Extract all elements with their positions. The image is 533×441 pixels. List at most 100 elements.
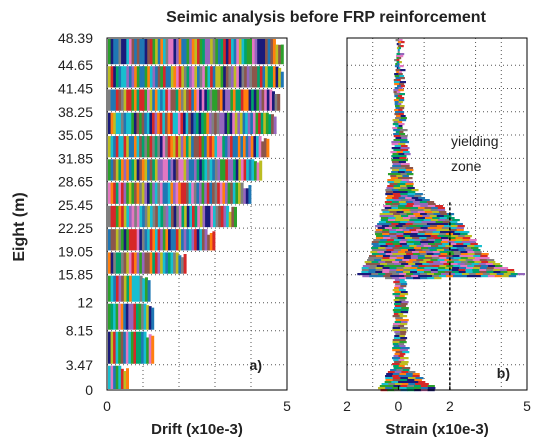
drift-bar-stripe xyxy=(141,303,145,330)
strain-stripe xyxy=(393,345,400,348)
drift-bar-stripe xyxy=(118,205,122,228)
drift-bar-stripe xyxy=(110,182,114,204)
drift-bar-stripe xyxy=(263,112,267,135)
drift-bar-stripe xyxy=(110,365,114,389)
strain-stripe xyxy=(409,259,417,262)
strain-stripe xyxy=(503,273,512,276)
strain-stripe xyxy=(461,273,470,276)
strain-stripe xyxy=(466,275,475,278)
drift-bar-stripe xyxy=(123,371,127,389)
strain-stripe xyxy=(435,243,443,246)
drift-bar-stripe xyxy=(242,112,246,135)
drift-bar-stripe xyxy=(199,205,203,228)
strain-stripe xyxy=(410,271,418,274)
drift-bar-stripe xyxy=(176,205,180,228)
drift-bar-stripe xyxy=(118,365,122,389)
drift-bar-stripe xyxy=(121,229,125,251)
strain-stripe xyxy=(391,201,400,204)
strain-stripe xyxy=(387,173,395,176)
strain-stripe xyxy=(449,229,458,232)
drift-bar-stripe xyxy=(216,112,220,135)
strain-stripe xyxy=(401,263,409,266)
strain-stripe xyxy=(418,197,426,200)
drift-bar-stripe xyxy=(194,205,198,228)
strain-stripe xyxy=(391,223,399,226)
strain-stripe xyxy=(460,251,468,254)
strain-stripe xyxy=(392,341,400,344)
strain-stripe xyxy=(389,255,398,258)
strain-stripe xyxy=(389,257,398,260)
strain-stripe xyxy=(436,229,444,232)
strain-stripe xyxy=(400,283,408,286)
strain-stripe xyxy=(414,221,422,224)
drift-bar-stripe xyxy=(211,136,215,158)
drift-bar-stripe xyxy=(199,66,203,88)
strain-stripe xyxy=(400,303,408,306)
strain-stripe xyxy=(429,249,438,252)
strain-stripe xyxy=(400,77,405,80)
drift-bar-stripe xyxy=(152,182,156,204)
strain-stripe xyxy=(371,253,380,256)
drift-bar-stripe xyxy=(210,39,214,65)
strain-stripe xyxy=(392,119,400,122)
drift-bar-stripe xyxy=(185,112,189,135)
strain-stripe xyxy=(430,245,439,248)
drift-bar-stripe xyxy=(206,136,210,158)
strain-stripe xyxy=(412,201,421,204)
strain-stripe xyxy=(381,209,389,212)
strain-stripe xyxy=(460,261,468,264)
strain-stripe xyxy=(415,199,423,202)
strain-stripe xyxy=(392,329,400,332)
strain-stripe xyxy=(397,51,399,54)
strain-stripe xyxy=(474,251,482,254)
strain-stripe xyxy=(397,167,406,170)
drift-bar-stripe xyxy=(235,159,239,181)
strain-stripe xyxy=(499,269,508,272)
strain-stripe xyxy=(392,293,401,296)
strain-stripe xyxy=(390,151,398,154)
strain-stripe xyxy=(401,307,409,310)
drift-bar-stripe xyxy=(258,112,262,135)
drift-bar-stripe xyxy=(272,39,276,65)
drift-bar-stripe xyxy=(118,275,122,302)
drift-bar-stripe xyxy=(110,275,114,302)
drift-bar-stripe xyxy=(134,66,138,88)
strain-stripe xyxy=(421,221,429,224)
drift-bar-stripe xyxy=(207,234,211,251)
strain-stripe xyxy=(406,213,414,216)
strain-stripe xyxy=(393,89,399,92)
drift-bar-stripe xyxy=(157,159,161,181)
strain-stripe xyxy=(411,197,419,200)
strain-stripe xyxy=(399,107,405,110)
drift-bar-stripe xyxy=(118,252,122,274)
drift-bar-stripe xyxy=(191,136,195,158)
strain-stripe xyxy=(392,127,398,130)
strain-stripe xyxy=(443,229,451,232)
drift-bar-stripe xyxy=(126,368,129,389)
drift-bar-stripe xyxy=(143,303,147,330)
drift-bar-stripe xyxy=(197,205,201,228)
drift-bar-stripe xyxy=(248,89,252,111)
drift-bar-stripe xyxy=(183,89,187,111)
y-axis-label: Eight (m) xyxy=(11,192,28,261)
strain-stripe xyxy=(444,269,452,272)
drift-bar-stripe xyxy=(115,365,119,389)
strain-stripe xyxy=(437,269,446,272)
strain-stripe xyxy=(389,271,397,274)
strain-stripe xyxy=(443,215,452,218)
strain-stripe xyxy=(368,267,376,270)
drift-bar-stripe xyxy=(168,229,172,251)
strain-stripe xyxy=(376,265,385,268)
strain-stripe xyxy=(410,235,418,238)
drift-bar-stripe xyxy=(203,112,207,135)
strain-stripe xyxy=(394,383,403,386)
drift-bar-stripe xyxy=(212,66,216,88)
strain-stripe xyxy=(400,195,408,198)
drift-bar-stripe xyxy=(136,252,140,274)
strain-stripe xyxy=(403,233,411,236)
strain-stripe xyxy=(388,209,396,212)
strain-stripe xyxy=(371,243,380,246)
strain-stripe xyxy=(448,237,456,240)
strain-stripe xyxy=(371,247,379,250)
strain-stripe xyxy=(401,383,409,386)
